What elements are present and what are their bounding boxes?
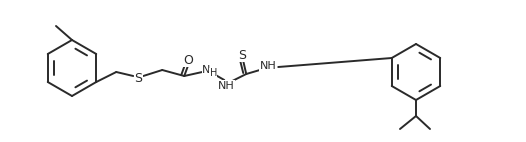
Text: S: S (134, 72, 142, 84)
Text: O: O (184, 54, 193, 66)
Text: NH: NH (218, 81, 235, 91)
Text: N: N (202, 65, 210, 75)
Text: H: H (209, 68, 217, 78)
Text: NH: NH (260, 61, 277, 71)
Text: S: S (238, 49, 246, 61)
